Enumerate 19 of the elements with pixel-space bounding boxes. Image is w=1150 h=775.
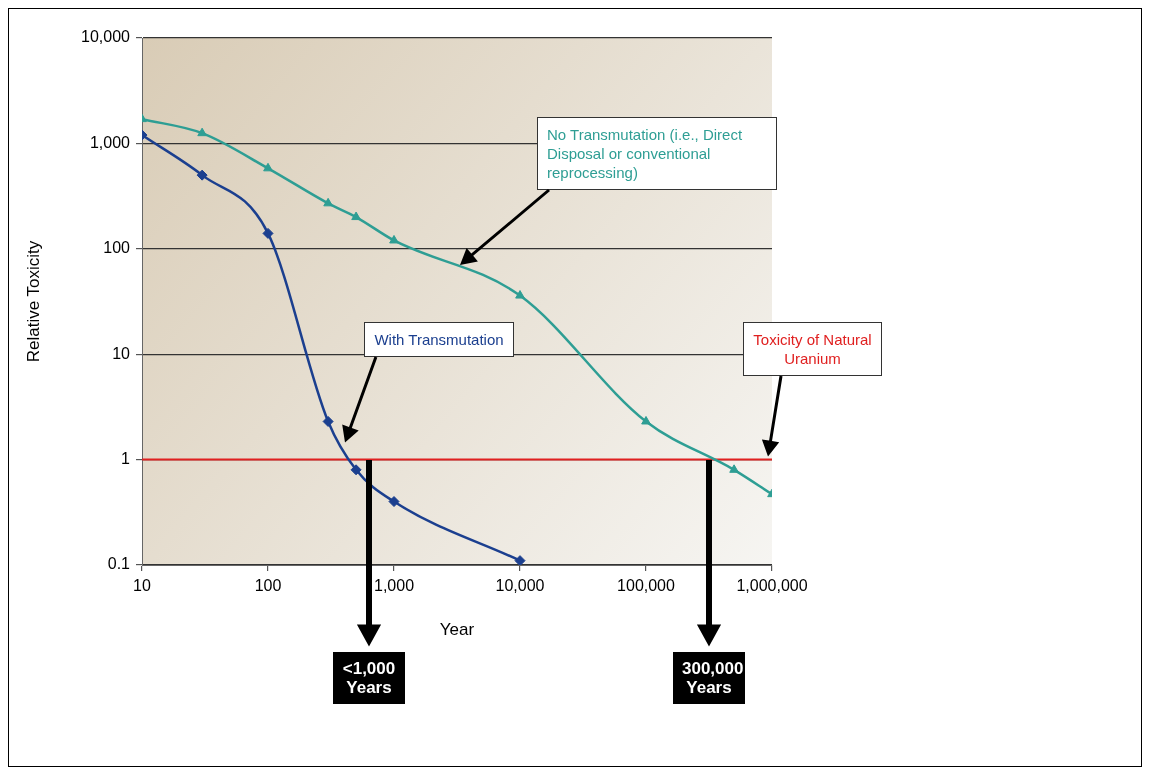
x-tick-label: 10	[133, 577, 151, 595]
y-tick-label: 10,000	[81, 28, 131, 46]
x-tick-label: 100	[254, 577, 282, 595]
text: No Transmutation (i.e., Direct Disposal or conventional reprocessing)	[537, 117, 777, 190]
x-tick-label: 100,000	[617, 577, 676, 595]
y-tick-label: 10	[112, 344, 131, 362]
y-tick-label: 1,000	[89, 133, 131, 151]
text: With Transmutation	[364, 322, 514, 357]
x-axis-title: Year	[439, 620, 475, 640]
x-tick-label: 10,000	[495, 577, 545, 595]
ref-line-label: Toxicity of Natural Uranium	[743, 322, 882, 376]
text: 300,000 Years	[673, 652, 745, 704]
y-tick-label: 1	[121, 450, 131, 468]
y-tick-label: 0.1	[107, 555, 131, 573]
y-tick-label: 100	[103, 239, 131, 257]
x-tick-label: 1,000	[373, 577, 415, 595]
text: <1,000 Years	[333, 652, 405, 704]
y-axis-title: Relative Toxicity	[23, 240, 43, 363]
x-tick-label: 1,000,000	[736, 577, 808, 595]
